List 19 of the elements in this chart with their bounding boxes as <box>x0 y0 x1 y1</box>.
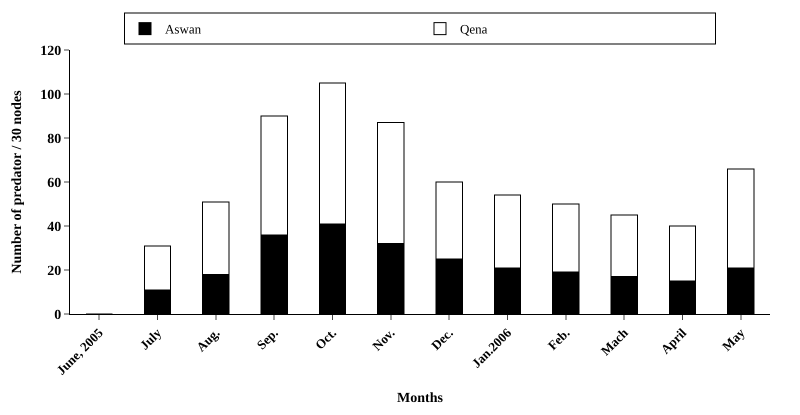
y-tick-label: 40 <box>47 220 62 235</box>
y-tick-label: 80 <box>47 132 62 147</box>
x-tick-label: Sep. <box>254 325 281 352</box>
x-tick-label: Oct. <box>312 325 340 352</box>
x-tick-label: July <box>136 324 165 353</box>
legend-label: Qena <box>460 22 488 37</box>
y-tick-label: 120 <box>40 44 62 59</box>
x-tick-label: Nov. <box>369 325 398 354</box>
x-tick-label: Aug. <box>193 325 223 354</box>
x-tick-label: Dec. <box>428 325 456 353</box>
y-tick-label: 100 <box>40 88 62 103</box>
y-tick-label: 0 <box>54 308 62 323</box>
x-tick-label: Feb. <box>544 325 573 353</box>
x-tick-label: May <box>719 324 748 354</box>
legend-label: Aswan <box>165 22 202 37</box>
y-tick-label: 60 <box>47 176 62 191</box>
x-axis-title: Months <box>397 391 444 406</box>
y-tick-label: 20 <box>47 264 62 279</box>
y-axis-title: Number of predator / 30 nodes <box>10 90 25 274</box>
